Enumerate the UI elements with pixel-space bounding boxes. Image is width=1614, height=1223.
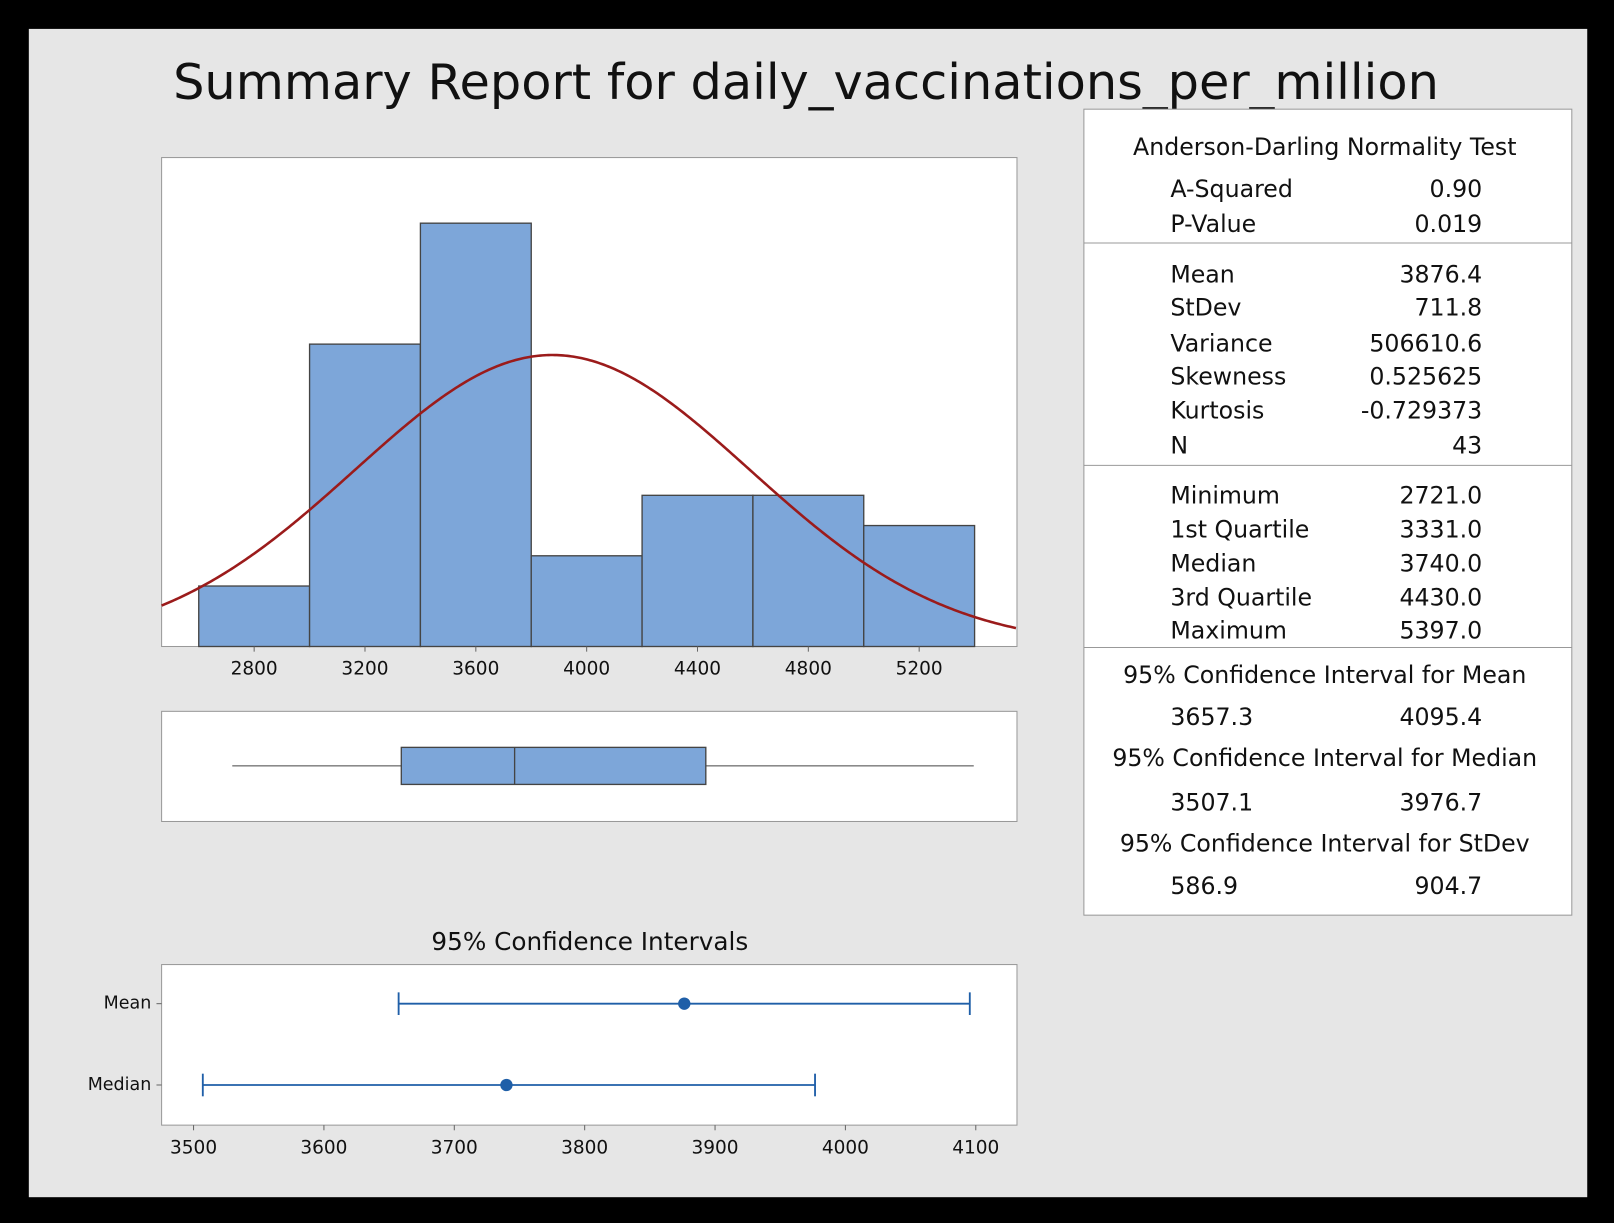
stat-label: 3rd Quartile — [1170, 584, 1312, 612]
bar — [863, 524, 976, 648]
interval-heading: 95% Confidence Interval for StDev — [1120, 830, 1530, 858]
x-tick-label: 2800 — [231, 659, 278, 680]
stat-value: 0.019 — [1415, 210, 1483, 238]
stat-label: 1st Quartile — [1170, 516, 1309, 544]
x-tick-label: 4800 — [785, 659, 832, 680]
stat-value: 43 — [1452, 431, 1482, 459]
box — [400, 746, 707, 786]
x-tick-label: 4100 — [952, 1137, 999, 1158]
normal-curve — [161, 353, 1017, 630]
stat-value: 3331.0 — [1399, 516, 1482, 544]
x-tick-label: 3600 — [452, 659, 499, 680]
x-tick-label: 4400 — [674, 659, 721, 680]
interval-panel — [161, 964, 1018, 1126]
interval-lower: 3657.3 — [1170, 703, 1253, 731]
stat-label: P-Value — [1170, 210, 1256, 238]
table-heading: Anderson-Darling Normality Test — [1133, 133, 1516, 161]
x-tick-label: 4000 — [563, 659, 610, 680]
bar — [530, 555, 643, 648]
x-tick-label: 3700 — [431, 1137, 478, 1158]
stat-label: Mean — [1170, 260, 1234, 288]
stat-value: 3740.0 — [1399, 550, 1482, 578]
x-tick-label: 3800 — [561, 1137, 608, 1158]
interval-lower: 3507.1 — [1170, 788, 1253, 816]
stat-value: 4430.0 — [1399, 584, 1482, 612]
bar — [419, 222, 532, 648]
stat-label: N — [1170, 431, 1188, 459]
stat-value: 5397.0 — [1399, 617, 1482, 645]
stat-value: 506610.6 — [1369, 329, 1482, 357]
interval-upper: 3976.7 — [1399, 788, 1482, 816]
interval-heading: 95% Confidence Interval for Mean — [1123, 661, 1526, 689]
y-tick-label: Mean — [104, 994, 152, 1014]
stat-label: Minimum — [1170, 482, 1280, 510]
interval-upper: 4095.4 — [1399, 703, 1482, 731]
report-title: Summary Report for daily_vaccinations_pe… — [173, 53, 1439, 111]
stat-value: -0.729373 — [1361, 396, 1482, 424]
stat-value: 2721.0 — [1399, 482, 1482, 510]
x-tick-label: 3500 — [170, 1137, 217, 1158]
bar — [198, 585, 311, 648]
stat-value: 0.90 — [1430, 175, 1483, 203]
x-tick-label: 4000 — [822, 1137, 869, 1158]
stat-value: 3876.4 — [1399, 260, 1482, 288]
stat-label: Kurtosis — [1170, 396, 1264, 424]
stat-label: StDev — [1170, 293, 1241, 321]
y-tick-label: Median — [88, 1075, 152, 1095]
stat-label: Skewness — [1170, 362, 1286, 390]
stat-value: 711.8 — [1415, 293, 1483, 321]
estimate — [678, 997, 691, 1010]
x-tick-label: 5200 — [896, 659, 943, 680]
stat-label: Variance — [1170, 329, 1272, 357]
stat-label: A-Squared — [1170, 175, 1293, 203]
bar — [641, 494, 754, 648]
stats-table — [1083, 108, 1573, 916]
stat-label: Median — [1170, 550, 1256, 578]
interval-lower: 586.9 — [1170, 872, 1238, 900]
x-tick-label: 3600 — [300, 1137, 347, 1158]
bar — [752, 494, 865, 648]
x-tick-label: 3900 — [691, 1137, 738, 1158]
x-tick-label: 3200 — [341, 659, 388, 680]
interval-title: 95% Confidence Intervals — [431, 927, 748, 956]
stat-label: Maximum — [1170, 617, 1287, 645]
stat-value: 0.525625 — [1369, 362, 1482, 390]
interval-upper: 904.7 — [1415, 872, 1483, 900]
estimate — [500, 1078, 513, 1092]
interval-heading: 95% Confidence Interval for Median — [1112, 744, 1537, 772]
